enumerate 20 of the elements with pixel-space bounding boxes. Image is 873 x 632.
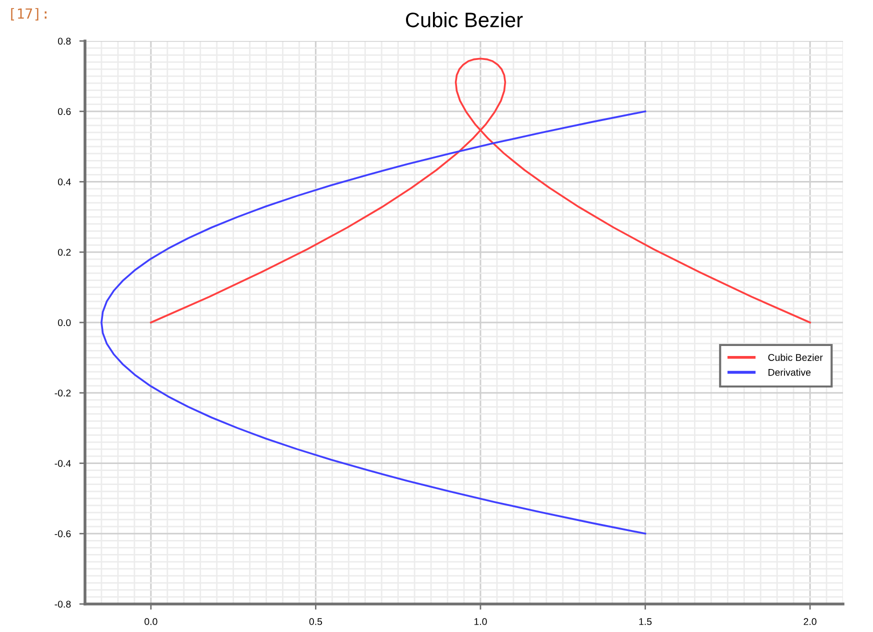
- x-tick-label: 0.0: [144, 618, 158, 626]
- chart-title: Cubic Bezier: [406, 12, 523, 28]
- y-tick-label: 0.8: [58, 38, 71, 45]
- legend-label: Cubic Bezier: [768, 354, 823, 361]
- y-tick-label: 0.2: [58, 248, 71, 256]
- y-tick-label: 0.4: [58, 178, 71, 186]
- y-tick-label: 0.0: [58, 319, 71, 326]
- x-tick-label: 2.0: [804, 618, 816, 626]
- y-tick-label: -0.4: [54, 460, 71, 467]
- text: [17]:: [11, 8, 46, 20]
- legend-label: Derivative: [768, 368, 811, 376]
- y-tick-label: -0.2: [54, 390, 71, 396]
- x-tick-label: 0.5: [309, 618, 322, 626]
- y-tick-label: 0.6: [58, 108, 71, 115]
- y-tick-label: -0.6: [54, 530, 71, 538]
- line-series: [100, 110, 646, 535]
- line-series: [150, 58, 811, 324]
- x-tick-label: 1.5: [639, 618, 652, 626]
- y-tick-label: -0.8: [54, 600, 71, 608]
- x-tick-label: 1.0: [474, 618, 487, 626]
